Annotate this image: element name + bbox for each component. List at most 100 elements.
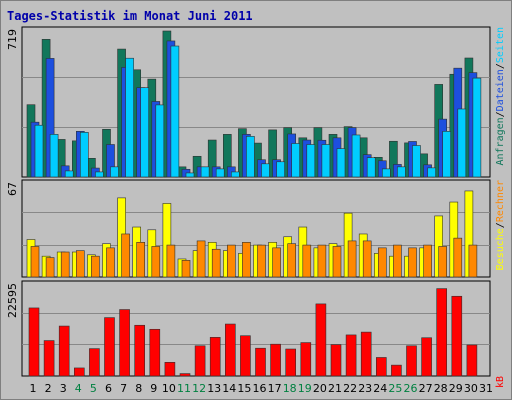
bar-top-seiten-14: [231, 171, 240, 178]
ymax-label-middle: 67: [6, 182, 19, 196]
day-label-25: 25: [388, 382, 402, 395]
bar-bottom-kb-21: [330, 344, 342, 377]
bar-middle-rechner-1: [30, 246, 40, 278]
day-label-16: 16: [253, 382, 267, 395]
bar-middle-rechner-13: [211, 248, 221, 278]
day-label-14: 14: [222, 382, 236, 395]
bar-top-seiten-19: [306, 144, 316, 178]
day-label-13: 13: [207, 382, 221, 395]
bar-top-seiten-23: [366, 157, 376, 178]
bar-bottom-kb-20: [315, 303, 327, 377]
bar-top-seiten-9: [155, 104, 165, 178]
day-label-24: 24: [373, 382, 387, 395]
bar-top-seiten-3: [64, 170, 74, 178]
bar-top-seiten-30: [472, 77, 482, 178]
day-label-11: 11: [177, 382, 191, 395]
day-label-3: 3: [60, 382, 67, 395]
bar-bottom-kb-25: [391, 364, 402, 377]
day-label-26: 26: [404, 382, 418, 395]
bar-middle-rechner-6: [106, 247, 115, 278]
bar-top-seiten-12: [200, 166, 210, 178]
day-label-23: 23: [358, 382, 372, 395]
bar-top-seiten-26: [412, 145, 421, 178]
day-label-22: 22: [343, 382, 357, 395]
side-label-part-bottom-0: kB: [495, 376, 506, 388]
day-label-12: 12: [192, 382, 206, 395]
bar-top-seiten-20: [321, 144, 331, 178]
bar-bottom-kb-6: [104, 317, 115, 377]
bar-middle-rechner-16: [257, 244, 266, 278]
bar-middle-rechner-22: [347, 240, 357, 278]
day-label-21: 21: [328, 382, 342, 395]
side-label-part-top-4: Seiten: [495, 27, 506, 63]
bar-bottom-kb-8: [134, 324, 145, 377]
bar-bottom-kb-28: [436, 288, 448, 377]
bar-bottom-kb-1: [28, 307, 40, 377]
bar-middle-rechner-2: [45, 257, 55, 278]
bar-bottom-kb-13: [209, 337, 221, 377]
bar-bottom-kb-16: [255, 347, 266, 377]
bar-middle-rechner-11: [181, 260, 191, 278]
bar-bottom-kb-29: [451, 295, 463, 377]
day-label-2: 2: [45, 382, 52, 395]
bar-bottom-kb-26: [406, 345, 417, 377]
day-label-29: 29: [449, 382, 463, 395]
bar-middle-rechner-28: [438, 246, 448, 278]
bar-middle-rechner-5: [91, 255, 100, 278]
day-label-20: 20: [313, 382, 327, 395]
bar-middle-rechner-9: [151, 246, 161, 278]
bar-middle-rechner-12: [196, 240, 206, 278]
bar-bottom-kb-7: [119, 309, 130, 377]
day-label-1: 1: [30, 382, 37, 395]
bar-middle-rechner-29: [453, 237, 463, 278]
side-label-bottom: kB: [495, 376, 506, 388]
day-label-19: 19: [298, 382, 312, 395]
bar-bottom-kb-17: [270, 343, 281, 377]
chart-title: Tages-Statistik im Monat Juni 2011: [7, 9, 253, 23]
bar-top-seiten-13: [215, 168, 225, 178]
bar-bottom-kb-18: [285, 348, 297, 377]
bar-top-seiten-17: [276, 161, 285, 178]
bar-bottom-kb-27: [421, 337, 432, 377]
bar-top-seiten-6: [110, 166, 119, 178]
bar-top-seiten-4: [80, 132, 89, 178]
bar-top-seiten-5: [95, 171, 104, 178]
day-label-18: 18: [283, 382, 297, 395]
bar-top-seiten-16: [261, 163, 270, 178]
side-label-top: Anfragen/Dateien/Seiten: [495, 27, 506, 166]
bar-bottom-kb-15: [240, 335, 251, 377]
day-label-27: 27: [419, 382, 433, 395]
bar-middle-rechner-15: [242, 241, 251, 278]
day-label-17: 17: [268, 382, 282, 395]
bar-top-seiten-18: [291, 143, 301, 178]
bar-top-seiten-25: [397, 166, 406, 178]
bar-bottom-kb-3: [58, 325, 70, 377]
bar-middle-rechner-3: [60, 251, 70, 278]
bar-middle-rechner-23: [362, 240, 372, 278]
bar-middle-rechner-24: [377, 247, 387, 278]
bar-middle-rechner-8: [136, 241, 145, 278]
bar-bottom-kb-4: [74, 367, 85, 377]
bar-bottom-kb-19: [300, 342, 312, 377]
side-label-middle: Besuche/Rechner: [495, 180, 506, 270]
bar-middle-rechner-17: [272, 247, 281, 278]
bar-bottom-kb-9: [149, 328, 161, 377]
bar-top-seiten-2: [49, 134, 59, 178]
side-label-part-middle-2: Rechner: [495, 180, 506, 222]
day-label-10: 10: [162, 382, 176, 395]
side-label-part-middle-0: Besuche: [495, 228, 506, 270]
ymax-label-top: 719: [6, 29, 19, 50]
bar-bottom-kb-11: [179, 373, 191, 377]
bar-bottom-kb-24: [375, 357, 387, 377]
bar-middle-rechner-27: [423, 244, 432, 278]
bar-bottom-kb-5: [89, 348, 100, 377]
bar-bottom-kb-2: [43, 340, 55, 377]
day-label-5: 5: [90, 382, 97, 395]
bar-top-seiten-1: [34, 124, 44, 178]
day-label-7: 7: [120, 382, 127, 395]
day-label-9: 9: [150, 382, 157, 395]
bar-middle-rechner-25: [393, 244, 402, 278]
bar-bottom-kb-23: [360, 331, 372, 377]
bar-top-seiten-22: [351, 134, 361, 178]
